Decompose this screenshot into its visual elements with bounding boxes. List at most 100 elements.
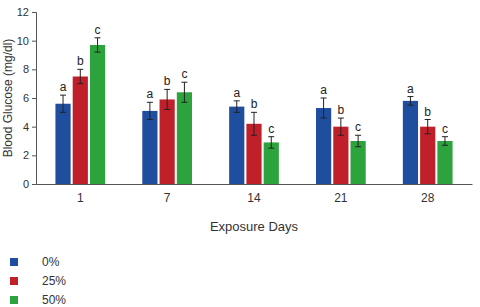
error-bar-cap (355, 135, 361, 136)
legend-item: 25% (10, 274, 66, 288)
significance-letter: c (442, 122, 448, 136)
y-tick-mark (32, 184, 36, 185)
error-bar (95, 38, 101, 52)
error-bar (338, 118, 344, 135)
x-tick: 7 (164, 191, 171, 205)
y-tick: 6 (23, 92, 36, 104)
significance-letter: b (338, 103, 345, 117)
error-bar-cap (164, 109, 170, 110)
chart: 02468101217142128aaaaabbbbbcccccExposure… (0, 0, 480, 307)
y-axis: 024681012 (17, 6, 37, 190)
y-tick-label: 4 (23, 121, 29, 133)
error-bar-stem (167, 89, 168, 109)
error-bar (442, 137, 448, 146)
error-bar-stem (80, 69, 81, 83)
significance-letter: b (251, 97, 258, 111)
error-bar-stem (254, 112, 255, 135)
x-tick-label: 7 (164, 191, 171, 205)
significance-letter: b (77, 54, 84, 68)
x-tick: 21 (334, 191, 348, 205)
error-bar-cap (321, 98, 327, 99)
significance-letter: a (60, 80, 67, 94)
legend-label: 25% (42, 274, 66, 288)
bar (160, 99, 175, 184)
x-tick-label: 1 (77, 191, 84, 205)
error-bar-stem (340, 118, 341, 135)
error-bar (60, 95, 66, 112)
x-tick-label: 28 (421, 191, 435, 205)
significance-letter: c (355, 120, 361, 134)
significance-letter: c (268, 122, 274, 136)
legend-item: 0% (10, 255, 60, 269)
legend-label: 0% (42, 255, 60, 269)
y-tick-mark (32, 69, 36, 70)
error-bar-cap (181, 82, 187, 83)
error-bar (164, 89, 170, 109)
y-axis-title: Blood Glucose (mg/dl) (1, 39, 15, 158)
bar (437, 141, 452, 184)
error-bar-stem (427, 120, 428, 134)
error-bar (321, 98, 327, 118)
series (73, 69, 436, 184)
y-tick-label: 2 (23, 149, 29, 161)
annotations: aaaaabbbbbccccc (60, 23, 448, 136)
error-bar-cap (425, 119, 431, 120)
y-tick: 10 (17, 35, 36, 47)
error-bar (234, 101, 240, 112)
error-bar (355, 135, 361, 146)
error-bar-cap (321, 118, 327, 119)
y-tick: 2 (23, 149, 36, 161)
bar (264, 142, 279, 184)
legend-swatch (10, 296, 18, 304)
significance-letter: b (164, 74, 171, 88)
significance-letter: c (181, 67, 187, 81)
significance-letter: a (233, 86, 240, 100)
marks (55, 38, 452, 184)
error-bar-cap (77, 69, 83, 70)
error-bar-cap (268, 136, 274, 137)
y-tick: 4 (23, 121, 36, 133)
y-tick-mark (32, 98, 36, 99)
error-bar-cap (147, 102, 153, 103)
y-axis-line (32, 13, 37, 185)
error-bar-stem (271, 137, 272, 148)
error-bar-cap (164, 89, 170, 90)
error-bar-cap (338, 135, 344, 136)
y-tick-label: 12 (17, 6, 29, 18)
bar (333, 127, 348, 184)
error-bar-cap (181, 102, 187, 103)
error-bar (251, 112, 257, 135)
significance-letter: a (407, 82, 414, 96)
bar (229, 107, 244, 184)
significance-letter: b (424, 105, 431, 119)
y-tick-mark (32, 127, 36, 128)
error-bar-stem (236, 101, 237, 112)
error-bar-cap (77, 83, 83, 84)
series (55, 95, 418, 184)
error-bar-cap (95, 37, 101, 38)
significance-letter: a (320, 83, 327, 97)
error-bar-cap (234, 100, 240, 101)
y-tick-mark (32, 155, 36, 156)
error-bar-stem (97, 38, 98, 52)
y-tick: 8 (23, 63, 36, 75)
legend-swatch (10, 277, 18, 285)
error-bar (147, 102, 153, 119)
x-axis-line (37, 184, 473, 185)
error-bar-stem (410, 97, 411, 106)
y-tick: 12 (17, 6, 36, 18)
legend: 0%25%50% (10, 255, 66, 307)
error-bar-cap (60, 112, 66, 113)
error-bar (268, 137, 274, 148)
significance-letter: a (147, 87, 154, 101)
error-bar-cap (442, 145, 448, 146)
error-bar-cap (407, 105, 413, 106)
x-tick: 28 (421, 191, 435, 205)
error-bar-stem (149, 102, 150, 119)
error-bar (77, 69, 83, 83)
error-bar-cap (268, 148, 274, 149)
bar (351, 141, 366, 184)
y-tick-label: 10 (17, 35, 29, 47)
x-axis-title: Exposure Days (210, 219, 299, 234)
error-bar-stem (444, 137, 445, 146)
